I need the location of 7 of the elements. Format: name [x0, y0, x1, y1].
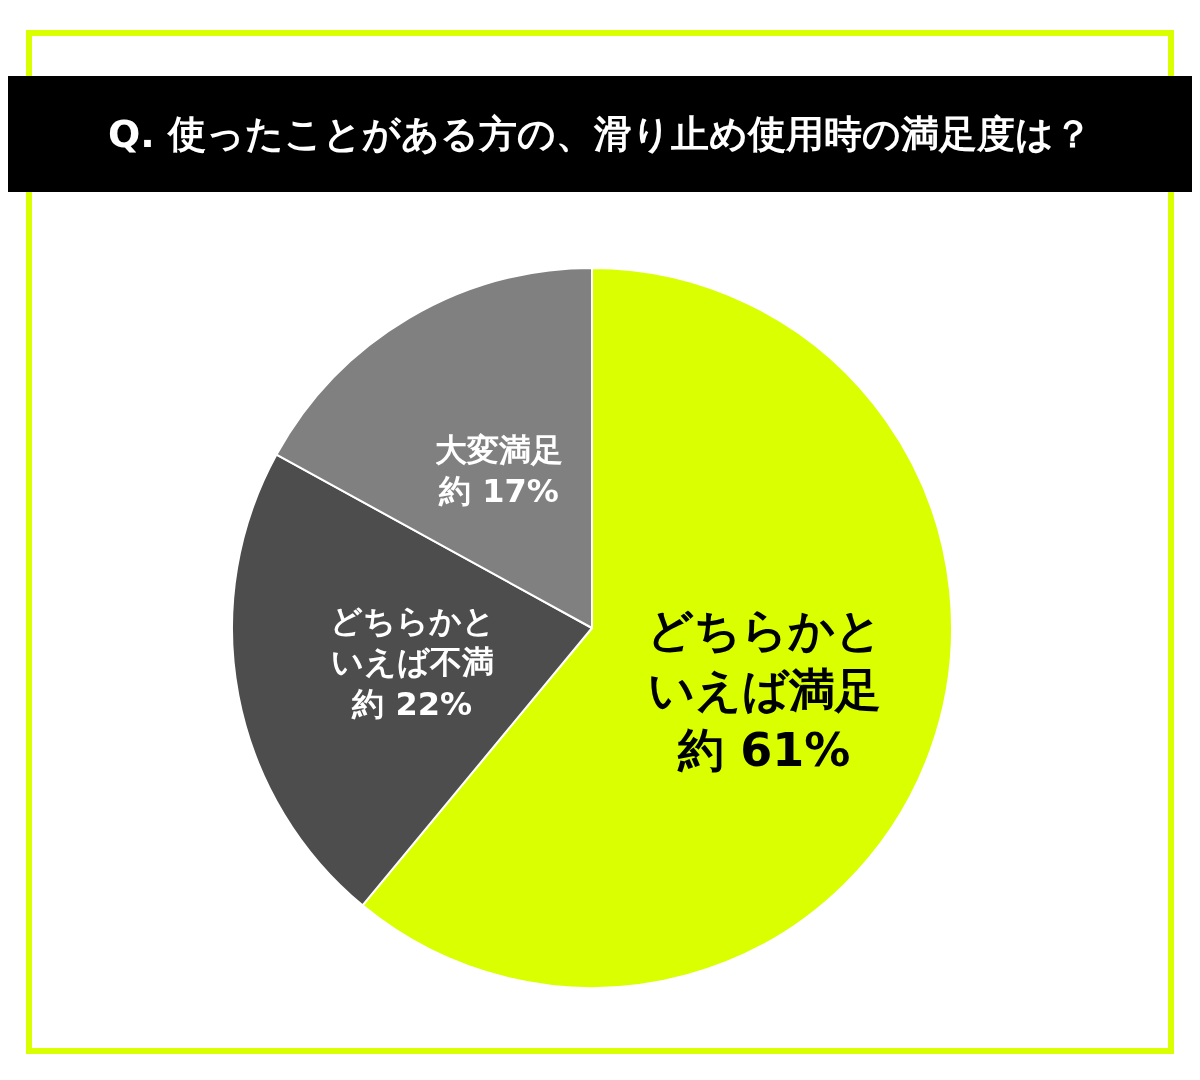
slice-label: どちらかといえば満足 [646, 603, 882, 717]
data-label: 約 17% [437, 472, 559, 511]
data-label: 約 22% [351, 684, 473, 723]
chart-title: Q. 使ったことがある方の、滑り止め使用時の満足度は？ [8, 76, 1192, 192]
slice-label: どちらかといえば不満 [329, 601, 495, 682]
slice-label: 大変満足 [434, 430, 563, 469]
data-label: 約 61% [677, 722, 851, 777]
